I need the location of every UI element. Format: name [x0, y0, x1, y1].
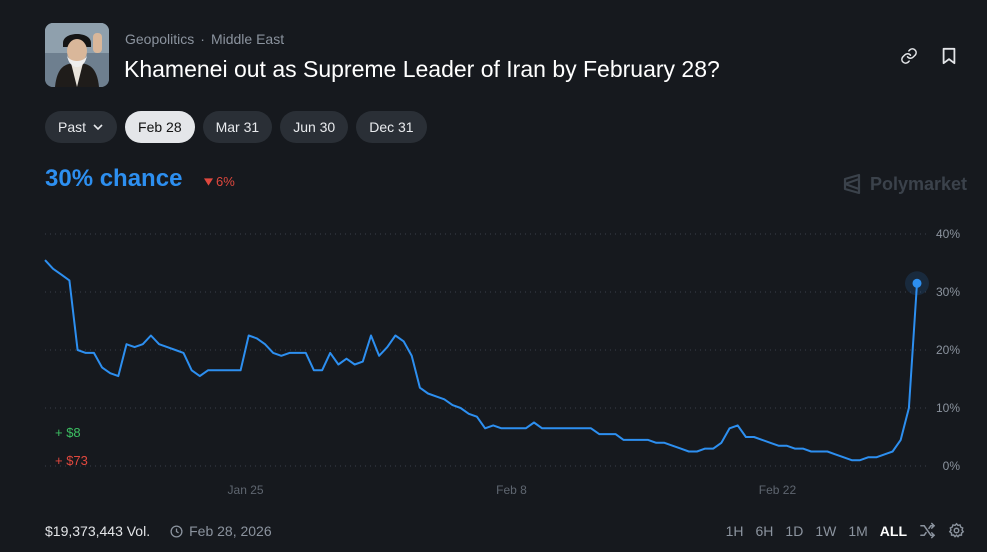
link-icon: [901, 48, 917, 64]
end-date: Feb 28, 2026: [170, 523, 272, 539]
chance-change: 6%: [204, 174, 235, 189]
y-tick-label: 0%: [943, 459, 961, 473]
y-tick-label: 40%: [936, 227, 960, 241]
range-6h[interactable]: 6H: [755, 522, 774, 539]
current-point: [912, 278, 922, 288]
y-tick-label: 10%: [936, 401, 960, 415]
pill-mar-31-label: Mar 31: [215, 119, 260, 135]
breadcrumb-separator: ·: [200, 31, 205, 47]
triangle-down-icon: [204, 177, 213, 186]
x-tick-label: Feb 8: [496, 483, 527, 497]
pill-dec-31-label: Dec 31: [369, 119, 414, 135]
range-1m[interactable]: 1M: [848, 522, 868, 539]
breadcrumb-middle-east[interactable]: Middle East: [210, 31, 285, 47]
pill-jun-30[interactable]: Jun 30: [280, 111, 349, 143]
polymarket-logo: Polymarket: [842, 173, 967, 195]
market-footer: $19,373,443 Vol. Feb 28, 2026: [45, 523, 272, 539]
pill-past-label: Past: [58, 119, 87, 135]
polymarket-icon: [843, 173, 861, 195]
breadcrumb-geopolitics[interactable]: Geopolitics: [125, 31, 195, 47]
breadcrumb: Geopolitics · Middle East: [125, 31, 284, 47]
pill-feb-28-label: Feb 28: [138, 119, 182, 135]
date-selector: Past Feb 28 Mar 31 Jun 30 Dec 31: [45, 111, 427, 143]
series-line-yes: [44, 259, 918, 462]
chance-change-value: 6%: [216, 174, 235, 189]
pill-jun-30-label: Jun 30: [293, 119, 336, 135]
shuffle-icon: [920, 522, 936, 539]
bookmark-button[interactable]: [937, 44, 961, 68]
y-tick-label: 30%: [936, 285, 960, 299]
x-tick-label: Feb 22: [759, 483, 797, 497]
bookmark-icon: [942, 47, 956, 65]
gear-icon: [948, 522, 965, 538]
annotation-sell: + $73: [55, 453, 88, 468]
range-1d[interactable]: 1D: [785, 522, 804, 539]
chance-value: 30% chance: [45, 165, 183, 192]
annotation-buy: + $8: [55, 425, 81, 440]
pill-mar-31[interactable]: Mar 31: [202, 111, 273, 143]
pill-dec-31[interactable]: Dec 31: [356, 111, 427, 143]
market-thumbnail: [45, 23, 109, 87]
brand-name: Polymarket: [869, 173, 967, 194]
x-tick-label: Jan 25: [228, 483, 264, 497]
x-axis-ticks: Jan 25 Feb 8 Feb 22: [228, 483, 797, 497]
chevron-down-icon: [93, 124, 103, 131]
portrait-image: [45, 23, 109, 87]
range-1w[interactable]: 1W: [815, 522, 837, 539]
clock-icon: [170, 524, 183, 538]
pill-past[interactable]: Past: [45, 111, 118, 143]
volume: $19,373,443 Vol.: [45, 523, 151, 539]
y-tick-label: 20%: [936, 343, 960, 357]
market-title: Khamenei out as Supreme Leader of Iran b…: [124, 56, 720, 82]
shuffle-button[interactable]: [919, 522, 936, 539]
copy-link-button[interactable]: [897, 44, 921, 68]
range-all[interactable]: ALL: [879, 522, 907, 539]
end-date-text: Feb 28, 2026: [189, 523, 272, 539]
y-axis-ticks: 40% 30% 20% 10% 0%: [936, 227, 960, 473]
pill-feb-28[interactable]: Feb 28: [125, 111, 195, 143]
range-1h[interactable]: 1H: [725, 522, 744, 539]
settings-button[interactable]: [948, 522, 965, 539]
time-range-selector: 1H 6H 1D 1W 1M ALL: [726, 522, 965, 539]
